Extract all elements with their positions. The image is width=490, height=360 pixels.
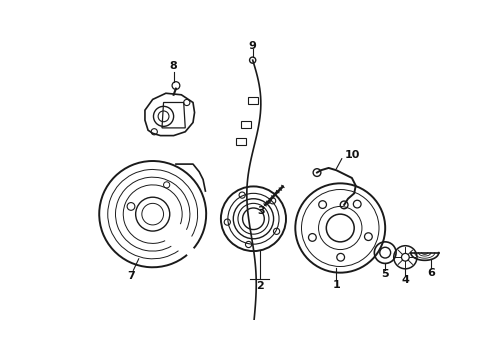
Text: 6: 6 [427,269,435,278]
Text: 7: 7 [127,271,135,281]
Text: 4: 4 [401,275,409,285]
Text: 9: 9 [249,41,257,51]
Text: 2: 2 [256,281,264,291]
Text: 3: 3 [257,206,265,216]
Text: 10: 10 [344,150,360,160]
Text: 1: 1 [333,280,340,290]
Text: 5: 5 [381,269,389,279]
Text: 8: 8 [170,61,177,71]
